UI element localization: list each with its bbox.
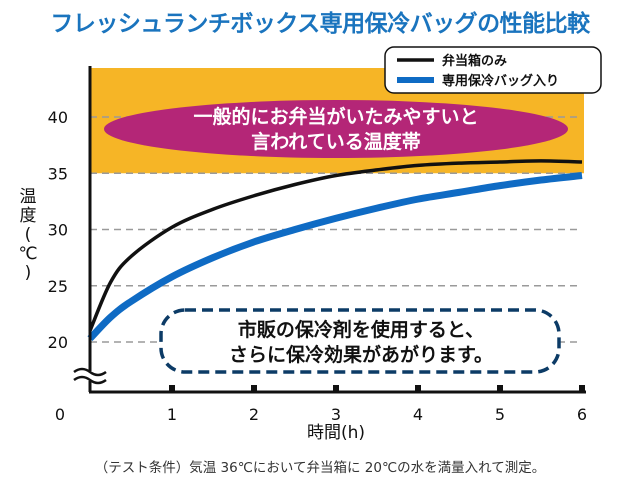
- x-tick-4: 4: [413, 405, 423, 424]
- legend: 弁当箱のみ 専用保冷バッグ入り: [384, 46, 602, 94]
- legend-label-plain: 弁当箱のみ: [442, 53, 507, 69]
- x-tickmark-4: [415, 385, 421, 393]
- legend-box: [384, 46, 602, 94]
- x-axis-title: 時間(h): [307, 423, 365, 443]
- x-tick-0: 0: [55, 405, 65, 424]
- y-tick-20: 20: [48, 333, 68, 352]
- x-tickmark-5: [497, 385, 503, 393]
- x-tick-3: 3: [331, 405, 341, 424]
- x-tick-1: 1: [167, 405, 177, 424]
- y-tick-25: 25: [48, 277, 68, 296]
- legend-label-bag: 専用保冷バッグ入り: [442, 73, 559, 89]
- x-tick-5: 5: [495, 405, 505, 424]
- y-tick-30: 30: [48, 221, 68, 240]
- annotation-line2: さらに保冷効果があがります。: [229, 343, 493, 366]
- annotation-box: [159, 308, 561, 374]
- series-line-bag: [87, 172, 583, 342]
- x-tickmark-2: [251, 385, 257, 393]
- annotation-line1: 市販の保冷剤を使用すると、: [238, 318, 484, 341]
- y-tick-labels: 20 25 30 35 40: [48, 108, 68, 352]
- band-label-line1: 一般的にお弁当がいたみやすいと: [193, 105, 478, 128]
- x-tickmark-1: [169, 385, 175, 393]
- y-tick-35: 35: [48, 164, 68, 183]
- x-tickmark-3: [333, 385, 339, 393]
- series-line-plain: [88, 159, 583, 332]
- chart-title: フレッシュランチボックス専用保冷バッグの性能比較: [50, 11, 590, 37]
- x-tick-6: 6: [577, 405, 587, 424]
- band-oval: [104, 100, 568, 158]
- x-tick-labels: 0 1 2 3 4 5 6: [55, 405, 587, 424]
- footnote: （テスト条件）気温 36℃において弁当箱に 20℃の水を満量入れて測定。: [94, 460, 546, 476]
- x-tick-marks: [169, 385, 585, 393]
- y-tick-40: 40: [48, 108, 68, 127]
- axis-break: [73, 367, 107, 385]
- y-axis-title: 温度(℃): [18, 187, 37, 283]
- x-tick-2: 2: [249, 405, 259, 424]
- x-tickmark-6: [579, 385, 585, 393]
- band-label-line2: 言われている温度帯: [251, 130, 420, 153]
